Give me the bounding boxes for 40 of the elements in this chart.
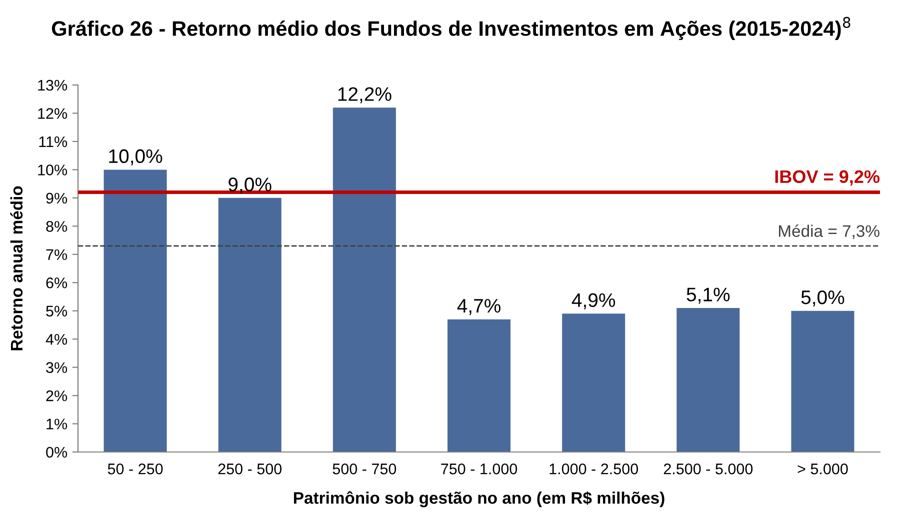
y-tick-label: 13% (38, 80, 68, 91)
bar (218, 198, 282, 452)
y-axis-title: Retorno anual médio (10, 186, 23, 350)
data-label: 9,0% (228, 178, 272, 194)
x-axis-title: Patrimônio sob gestão no ano (em R$ milhões) (294, 491, 664, 508)
y-tick-label: 1% (46, 418, 68, 430)
bar (332, 108, 396, 452)
ref-line-label: Média = 7,3% (778, 224, 880, 239)
x-tick-label: 50 - 250 (108, 464, 163, 474)
y-tick-label: 4% (46, 334, 68, 345)
x-tick-label: 1.000 - 2.500 (550, 464, 638, 474)
y-tick-label: 0% (46, 446, 68, 458)
bar (791, 310, 854, 452)
data-label: 5,1% (686, 288, 730, 304)
y-tick-label: 9% (46, 192, 68, 204)
ref-line-label: IBOV = 9,2% (775, 170, 880, 186)
bar (447, 319, 511, 452)
x-tick-label: 500 - 750 (332, 464, 396, 474)
y-tick-label: 5% (46, 306, 68, 317)
y-tick-label: 2% (46, 390, 68, 402)
x-tick-label: 750 - 1.000 (441, 464, 518, 474)
y-tick-label: 12% (38, 108, 68, 119)
data-label: 12,2% (338, 87, 392, 104)
y-tick-label: 6% (46, 277, 68, 288)
bar (104, 170, 167, 452)
x-tick-label: 2.500 - 5.000 (664, 464, 753, 474)
data-label: 10,0% (109, 149, 162, 166)
bar (676, 308, 740, 452)
x-tick-label: > 5.000 (798, 464, 848, 474)
y-tick-label: 10% (38, 164, 68, 176)
y-tick-label: 8% (46, 221, 68, 232)
y-tick-label: 3% (46, 362, 68, 373)
data-label: 4,7% (457, 299, 500, 315)
chart-title: Gráfico 26 - Retorno médio dos Fundos de Investimentos em Ações (2015-2024)$^{8}$ (52, 16, 850, 40)
data-label: 4,9% (572, 293, 616, 310)
y-tick-label: 7% (46, 249, 68, 260)
bar (562, 314, 626, 452)
y-tick-label: 11% (39, 136, 68, 148)
x-tick-label: 250 - 500 (218, 464, 282, 474)
data-label: 5,0% (801, 290, 844, 307)
